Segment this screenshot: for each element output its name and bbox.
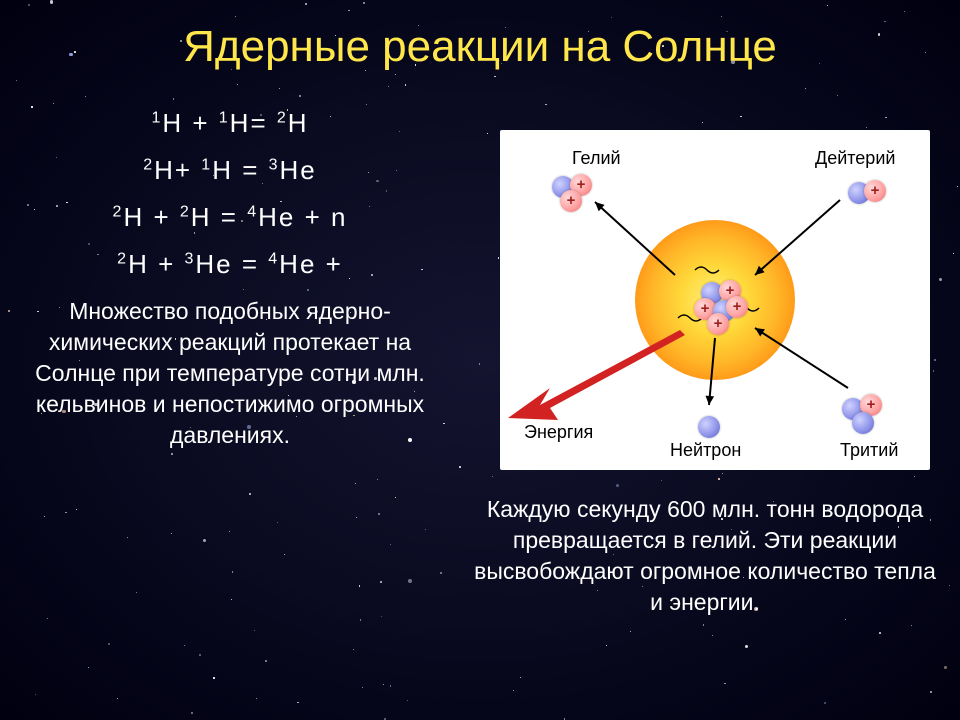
star	[85, 96, 86, 97]
star	[265, 660, 267, 662]
star	[837, 95, 838, 96]
fusion-diagram: ++++++++ГелийДейтерийЭнергияНейтронТрити…	[500, 130, 930, 470]
star	[866, 127, 867, 128]
star	[425, 529, 426, 530]
star	[879, 632, 881, 634]
star	[487, 133, 488, 134]
squiggle	[695, 267, 719, 273]
star	[127, 537, 128, 538]
star	[27, 204, 29, 206]
star	[630, 631, 631, 632]
equation: 2H + 3He = 4He +	[30, 249, 430, 280]
equations-block: 1H + 1H= 2H 2H+ 1H = 3He 2H + 2H = 4He + n…	[30, 108, 430, 280]
arrow-head	[705, 396, 714, 405]
energy-arrow	[508, 330, 685, 420]
page-title: Ядерные реакции на Солнце	[0, 22, 960, 72]
star	[718, 478, 720, 480]
star	[440, 572, 441, 573]
star	[47, 618, 48, 619]
star	[76, 509, 77, 510]
star	[363, 2, 365, 4]
star	[459, 466, 461, 468]
proton-icon: +	[560, 190, 582, 212]
star	[28, 4, 30, 6]
arrow-line	[709, 338, 715, 405]
star	[284, 554, 285, 555]
caption: Каждую секунду 600 млн. тонн водорода пр…	[470, 494, 940, 618]
star	[930, 691, 932, 693]
star	[712, 635, 713, 636]
star	[702, 122, 703, 123]
star	[88, 667, 89, 668]
star	[933, 370, 934, 371]
paragraph: Множество подобных ядерно-химических реа…	[30, 296, 430, 451]
star	[199, 654, 201, 656]
star	[827, 5, 828, 6]
label-helium: Гелий	[572, 148, 621, 169]
arrow-line	[755, 200, 840, 275]
star	[383, 684, 384, 685]
star	[53, 103, 54, 104]
star	[904, 11, 905, 12]
star	[611, 17, 612, 18]
star	[934, 359, 936, 361]
star	[949, 585, 950, 586]
star	[297, 702, 299, 704]
neutron-icon	[698, 416, 720, 438]
star	[378, 513, 380, 515]
label-neutron: Нейтрон	[670, 440, 741, 461]
star	[380, 581, 381, 582]
equation: 2H+ 1H = 3He	[30, 155, 430, 186]
star	[279, 88, 280, 89]
label-deuterium: Дейтерий	[815, 148, 895, 169]
arrow-line	[755, 328, 848, 388]
left-column: 1H + 1H= 2H 2H+ 1H = 3He 2H + 2H = 4He + n…	[30, 108, 430, 451]
equation: 2H + 2H = 4He + n	[30, 202, 430, 233]
proton-icon: +	[864, 180, 886, 202]
label-energy: Энергия	[524, 422, 593, 443]
star	[408, 579, 412, 583]
star	[616, 484, 619, 487]
star	[305, 3, 307, 5]
star	[360, 619, 361, 620]
star	[703, 624, 704, 625]
star	[513, 690, 514, 691]
star	[957, 186, 958, 187]
star	[661, 480, 662, 481]
equation: 1H + 1H= 2H	[30, 108, 430, 139]
star	[377, 479, 378, 480]
star	[8, 310, 9, 311]
title-text: Ядерные реакции на Солнце	[183, 22, 777, 71]
star	[805, 88, 806, 89]
star	[721, 16, 722, 17]
arrow-line	[595, 202, 675, 275]
star	[353, 649, 354, 650]
label-tritium: Тритий	[840, 440, 898, 461]
star	[953, 253, 954, 254]
star	[299, 95, 301, 97]
star	[498, 257, 500, 259]
star	[390, 685, 391, 686]
star	[388, 86, 389, 87]
neutron-icon	[852, 412, 874, 434]
star	[213, 677, 214, 678]
proton-icon: +	[726, 296, 748, 318]
proton-icon: +	[707, 313, 729, 335]
star	[944, 666, 947, 669]
star	[65, 512, 66, 513]
star	[348, 10, 349, 11]
star	[249, 493, 250, 494]
star	[359, 585, 361, 587]
star	[384, 718, 386, 720]
